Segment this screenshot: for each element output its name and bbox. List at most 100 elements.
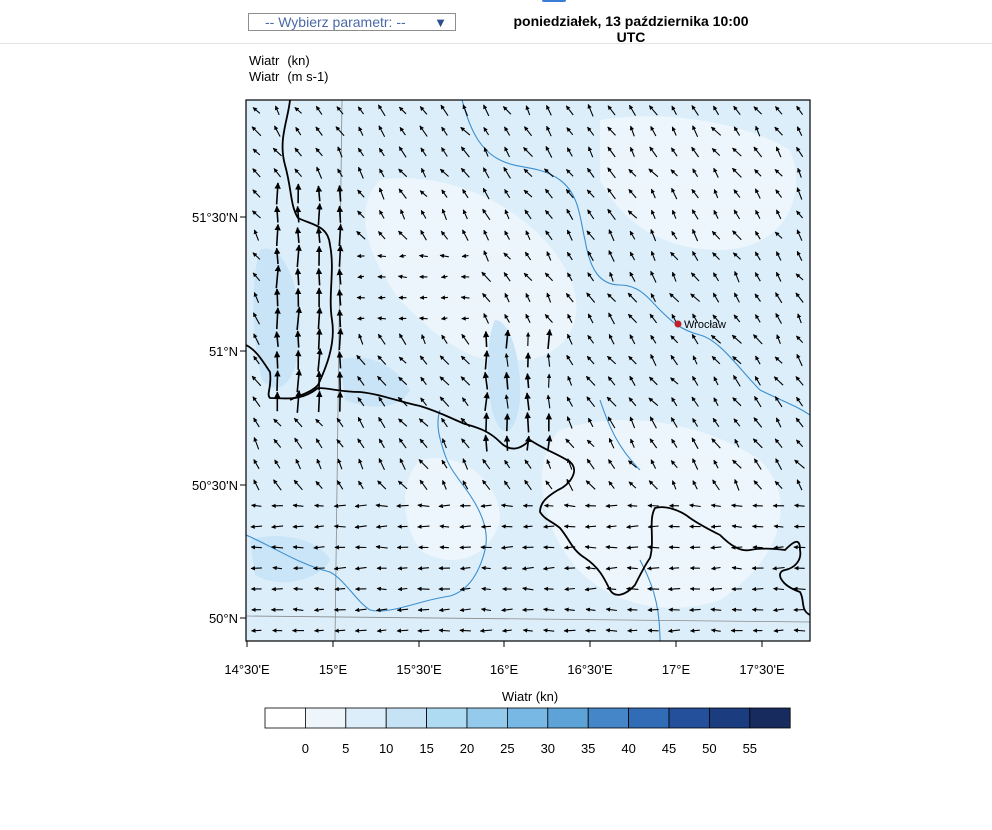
wind-arrow — [274, 307, 281, 330]
colorbar-label: 40 — [621, 741, 635, 756]
wind-arrow — [503, 435, 511, 451]
wind-arrow — [292, 607, 304, 612]
wind-arrow — [794, 459, 805, 469]
wind-arrow — [607, 376, 616, 386]
wind-arrow — [293, 479, 303, 491]
wind-arrow — [378, 438, 385, 449]
wind-arrow — [608, 229, 615, 242]
wind-arrow — [629, 146, 635, 158]
wind-arrow — [417, 607, 430, 613]
wind-arrow — [692, 375, 699, 386]
chevron-down-icon[interactable]: ▼ — [434, 15, 447, 30]
wind-arrow — [481, 271, 492, 282]
wind-arrow — [772, 586, 784, 592]
wind-arrow — [523, 189, 533, 198]
wind-arrow — [273, 418, 282, 427]
wind-arrow — [462, 229, 469, 241]
wind-arrow — [378, 187, 385, 200]
wind-arrow — [377, 104, 386, 117]
wind-arrow — [754, 314, 761, 323]
wind-arrow — [377, 295, 386, 300]
wind-arrow — [398, 356, 407, 364]
wind-arrow — [396, 628, 409, 633]
wind-arrow — [796, 146, 804, 158]
parameter-select[interactable]: -- Wybierz parametr: -- ▼ — [248, 13, 456, 31]
wind-arrow — [500, 545, 513, 550]
wind-arrow — [606, 524, 617, 529]
wind-arrow — [732, 167, 742, 178]
wind-arrow — [755, 125, 761, 137]
wind-arrow — [521, 566, 534, 571]
wind-arrow — [417, 503, 430, 508]
wind-arrow — [774, 168, 783, 177]
wind-arrow — [606, 586, 617, 592]
wind-arrow — [250, 524, 263, 529]
lon-tick-label: 17°30'E — [739, 662, 785, 677]
wind-arrow — [417, 524, 430, 529]
wind-arrow — [379, 168, 385, 178]
wind-arrow — [398, 168, 408, 178]
wind-arrow — [418, 459, 429, 470]
wind-arrow — [523, 147, 533, 157]
wind-arrow — [546, 125, 552, 137]
wind-arrow — [712, 105, 720, 116]
wind-arrow — [670, 417, 678, 428]
wind-arrow — [314, 524, 324, 529]
wind-arrow — [441, 459, 448, 469]
wind-arrow — [692, 251, 699, 261]
wind-arrow — [605, 628, 618, 633]
wind-arrow — [483, 229, 490, 241]
wind-arrow — [543, 586, 554, 592]
wind-arrow — [671, 105, 677, 116]
wind-arrow — [586, 355, 595, 365]
wind-arrow — [795, 376, 804, 386]
wind-arrow — [544, 272, 553, 282]
wind-arrow — [628, 460, 637, 469]
wind-arrow — [483, 250, 489, 262]
wind-arrow — [627, 628, 638, 633]
wind-arrow — [504, 413, 511, 432]
wind-arrow — [523, 272, 533, 281]
wind-arrow — [543, 607, 555, 612]
colorbar-label: 10 — [379, 741, 393, 756]
wind-arrow — [482, 479, 491, 491]
wind-arrow — [607, 416, 616, 429]
wind-arrow — [564, 607, 575, 612]
wind-arrow — [546, 373, 552, 388]
wind-arrow — [294, 330, 302, 348]
lon-tick-label: 17°E — [662, 662, 691, 677]
wind-arrow — [337, 146, 343, 158]
wind-arrow — [483, 147, 489, 157]
wind-arrow — [336, 185, 344, 202]
wind-arrow — [375, 503, 388, 508]
wind-arrow — [400, 209, 406, 220]
wind-arrow — [523, 126, 533, 137]
wind-arrow — [316, 458, 322, 470]
wind-arrow — [794, 503, 805, 508]
wind-arrow — [460, 355, 470, 365]
wind-arrow — [754, 396, 762, 408]
wind-arrow — [398, 188, 407, 199]
wind-arrow — [754, 376, 761, 386]
tab-indicator[interactable] — [542, 0, 566, 2]
wind-arrow — [504, 353, 509, 367]
wind-arrow — [504, 146, 510, 158]
wind-arrow — [274, 264, 282, 289]
wind-arrow — [628, 104, 636, 116]
colorbar-swatch — [547, 707, 589, 729]
wind-arrow — [713, 397, 719, 406]
wind-arrow — [420, 397, 428, 406]
wind-arrow — [398, 438, 407, 449]
wind-arrow — [648, 480, 658, 490]
wind-arrow — [397, 274, 407, 279]
wind-arrow — [337, 458, 343, 470]
wind-arrow — [482, 330, 490, 348]
wind-arrow — [753, 106, 762, 115]
wind-arrow — [544, 188, 553, 199]
wind-arrow — [441, 126, 448, 136]
wind-arrow — [775, 189, 783, 198]
wind-arrow — [732, 397, 742, 407]
wind-arrow — [253, 479, 260, 491]
wind-arrow — [607, 146, 616, 158]
wind-arrow — [775, 417, 782, 428]
